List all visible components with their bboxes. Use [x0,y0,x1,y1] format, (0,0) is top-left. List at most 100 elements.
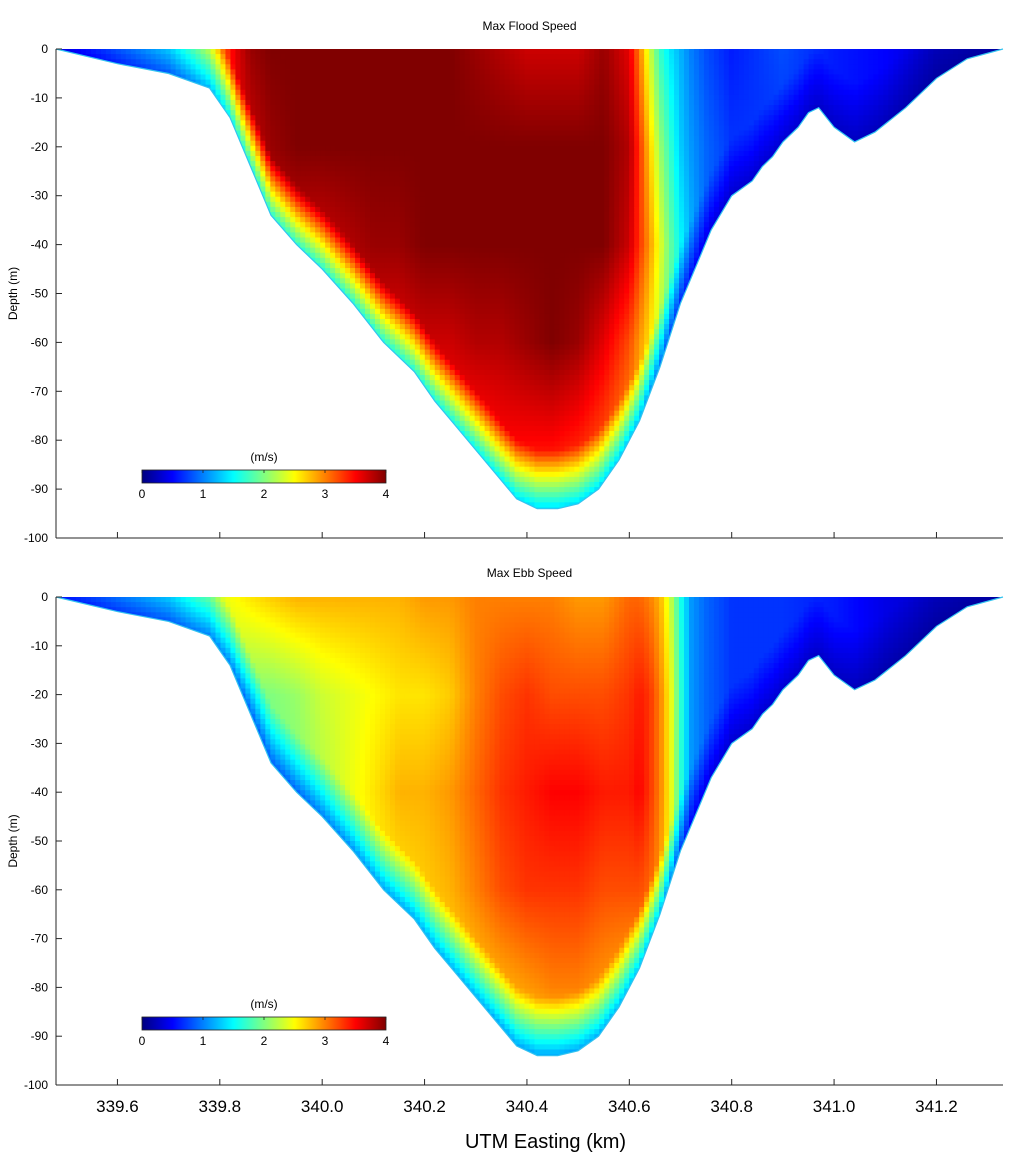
speed-cell [469,69,476,76]
speed-cell [355,222,361,228]
speed-cell [429,308,436,315]
speed-cell [579,94,585,101]
speed-cell [584,492,590,498]
speed-cell [340,150,346,157]
speed-cell [310,105,316,111]
speed-cell [589,415,595,422]
speed-cell [419,150,426,157]
speed-cell [320,59,326,65]
speed-cell [479,390,486,396]
speed-cell [464,400,471,407]
speed-cell [584,217,590,223]
speed-cell [554,385,560,391]
speed-cell [504,247,511,254]
speed-cell [474,349,481,356]
speed-cell [330,140,336,147]
speed-cell [554,227,560,233]
speed-cell [534,59,541,65]
speed-cell [539,400,546,407]
speed-cell [469,166,476,172]
speed-cell [434,390,441,396]
speed-cell [225,89,232,96]
speed-cell [479,324,486,330]
speed-cell [549,120,556,126]
speed-cell [489,120,496,126]
speed-cell [554,456,560,463]
speed-cell [504,492,511,498]
speed-cell [235,64,242,70]
speed-cell [569,171,575,177]
speed-cell [464,186,471,193]
speed-cell [479,222,486,228]
speed-cell [275,176,281,183]
speed-cell [434,395,441,402]
speed-cell [539,405,546,412]
speed-cell [449,262,456,269]
speed-cell [374,181,381,188]
speed-cell [549,456,556,463]
speed-cell [310,145,316,152]
speed-cell [499,313,506,320]
speed-cell [569,318,575,325]
speed-cell [330,191,336,198]
speed-cell [255,130,261,137]
speed-cell [285,120,291,126]
speed-cell [599,135,605,142]
speed-cell [275,201,281,208]
speed-cell [539,471,546,478]
speed-cell [484,150,491,157]
speed-cell [519,155,526,162]
speed-cell [360,94,366,101]
speed-cell [424,278,431,284]
speed-cell [464,196,471,203]
speed-cell [519,59,526,65]
speed-cell [449,395,456,402]
speed-cell [409,359,416,366]
speed-cell [315,166,321,172]
speed-cell [469,385,476,391]
speed-cell [404,313,411,320]
speed-cell [584,237,590,244]
speed-cell [584,150,590,157]
speed-cell [529,456,536,463]
speed-cell [594,334,600,340]
speed-cell [424,155,431,162]
speed-cell [504,54,511,60]
speed-cell [569,339,575,346]
speed-cell [399,303,406,310]
speed-cell [494,206,501,213]
speed-cell [315,115,321,121]
speed-cell [185,69,192,76]
speed-cell [285,222,291,228]
speed-cell [549,212,556,218]
speed-cell [315,64,321,70]
speed-cell [584,334,590,340]
speed-cell [534,79,541,86]
speed-cell [389,313,396,320]
speed-cell [504,130,511,137]
speed-cell [534,313,541,320]
speed-cell [509,303,516,310]
speed-cell [549,278,556,284]
speed-cell [315,54,321,60]
speed-cell [439,89,446,96]
speed-cell [394,115,401,121]
speed-cell [474,308,481,315]
speed-cell [514,69,521,76]
speed-cell [589,140,595,147]
speed-cell [419,242,426,249]
speed-cell [594,471,600,478]
speed-cell [345,120,351,126]
speed-cell [564,369,570,376]
speed-cell [374,257,381,264]
speed-cell [469,415,476,422]
speed-cell [295,212,301,218]
speed-cell [514,222,521,228]
speed-cell [524,161,531,167]
speed-cell [419,313,426,320]
speed-cell [559,54,565,60]
speed-cell [544,298,551,305]
speed-cell [564,441,570,447]
speed-cell [514,125,521,132]
speed-cell [529,161,536,167]
